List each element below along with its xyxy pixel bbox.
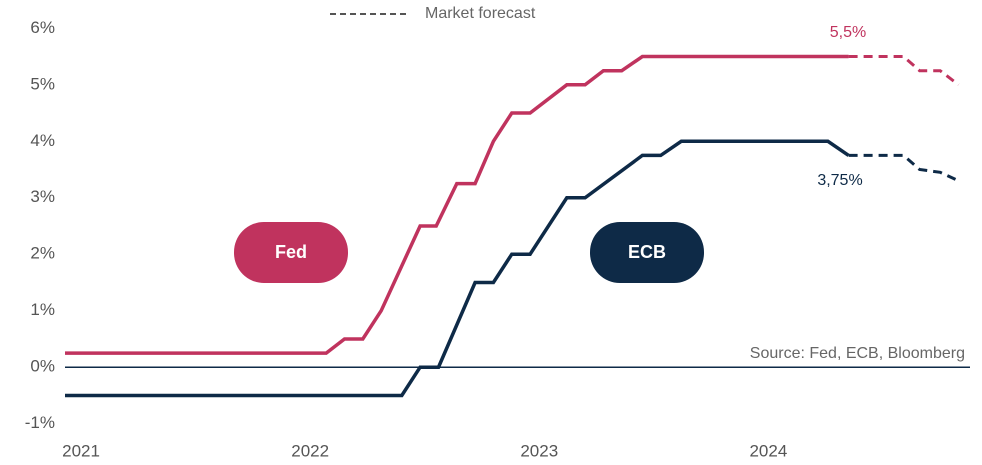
series-name: Fed [275, 242, 307, 262]
y-tick-label: 3% [30, 187, 55, 206]
legend-label: Market forecast [425, 5, 536, 22]
y-tick-label: 2% [30, 244, 55, 263]
y-tick-label: 6% [30, 18, 55, 37]
y-tick-label: 5% [30, 74, 55, 93]
series-line [65, 54, 849, 355]
y-tick-label: 4% [30, 131, 55, 150]
x-tick-label: 2024 [749, 441, 787, 460]
y-tick-label: 0% [30, 357, 55, 376]
x-tick-label: 2021 [62, 441, 100, 460]
annotation: 5,5% [830, 24, 866, 41]
x-tick-label: 2023 [520, 441, 558, 460]
forecast-line [848, 55, 960, 86]
source: Source: Fed, ECB, Bloomberg [750, 345, 965, 362]
series-name: ECB [628, 242, 666, 262]
x-tick-label: 2022 [291, 441, 329, 460]
annotation: 3,75% [817, 172, 862, 189]
series-pill [234, 222, 348, 283]
y-tick-label: 1% [30, 300, 55, 319]
series-line [65, 139, 850, 398]
y-tick-label: -1% [25, 413, 55, 432]
series-pill [590, 222, 704, 283]
forecast-line [848, 153, 960, 183]
